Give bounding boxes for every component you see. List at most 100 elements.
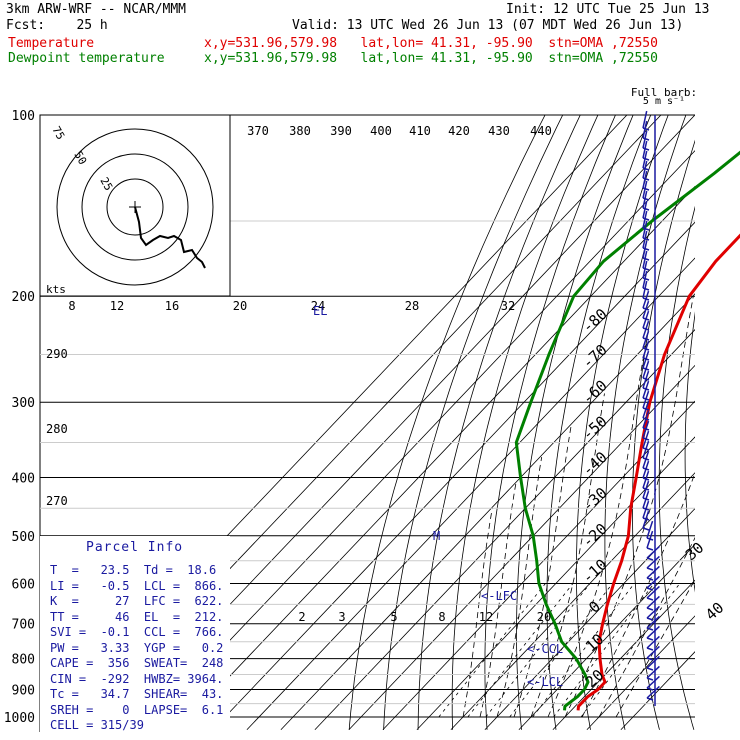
wind-barb	[642, 257, 650, 261]
isotherm-label: 30	[682, 539, 707, 564]
wind-barb	[642, 160, 648, 179]
isotherm	[314, 329, 695, 731]
wind-barb	[642, 400, 650, 419]
wind-barb	[642, 220, 648, 239]
wind-barb	[642, 197, 650, 201]
mixing-ratio-label: 8	[438, 610, 445, 624]
wind-speed-label: 28	[405, 299, 419, 313]
isotherm-label: -70	[579, 341, 611, 373]
mixing-ratio-line	[485, 583, 591, 718]
wind-barb	[642, 450, 650, 469]
pressure-label: 800	[12, 653, 35, 668]
pressure-label: 700	[12, 618, 35, 633]
wind-barb	[646, 605, 660, 619]
wind-barb	[642, 230, 648, 249]
mixing-ratio-label: 2	[298, 610, 305, 624]
wind-barb	[646, 667, 654, 671]
wind-barb	[642, 170, 648, 189]
isotherm	[246, 257, 695, 731]
pressure-label: 300	[12, 396, 35, 411]
wind-barb	[646, 637, 654, 641]
wind-barb	[642, 237, 650, 241]
wind-barb	[642, 500, 650, 519]
lcl-annotation: <-LCL	[527, 675, 563, 689]
wind-barb	[646, 685, 660, 699]
wind-barb	[642, 470, 650, 489]
dry-adiabat	[658, 205, 695, 730]
isotherm	[518, 543, 695, 731]
wind-barb	[646, 607, 654, 611]
wind-barb	[642, 200, 648, 219]
isotherm	[450, 472, 695, 731]
pressure-label: 600	[12, 577, 35, 592]
mixing-ratio-label: 12	[479, 610, 493, 624]
parcel-row: PW = 3.33 YGP = 0.2	[50, 640, 224, 655]
isotherm-label: -60	[579, 376, 611, 408]
wind-speed-label: 16	[165, 299, 179, 313]
wind-barb	[642, 320, 650, 339]
wind-barb	[642, 127, 650, 131]
dry-adiabat	[710, 88, 740, 730]
hodograph-ring-label: 25	[97, 175, 115, 193]
wind-barb	[646, 595, 660, 609]
moist-adiabat	[547, 354, 645, 718]
moist-adiabat	[513, 427, 572, 718]
forecast-hour: Fcst: 25 h	[6, 18, 108, 33]
wind-barb	[646, 677, 654, 681]
hodograph-trace	[134, 206, 206, 269]
wind-barb	[646, 545, 660, 559]
wind-barb	[646, 575, 660, 589]
isotherm	[280, 293, 695, 731]
wind-barb	[646, 655, 660, 669]
parcel-row: CIN = -292 HWBZ= 3964.	[50, 671, 224, 686]
wind-barb	[646, 697, 654, 701]
wind-barb	[642, 190, 648, 209]
parcel-row: SREH = 0 LAPSE= 6.1	[50, 702, 224, 717]
wind-speed-label: 20	[233, 299, 247, 313]
parcel-panel	[40, 536, 230, 736]
hodograph-ring-label: 75	[49, 124, 67, 142]
isotherm-label: -20	[579, 520, 611, 552]
dewpoint-legend: Dewpoint temperature	[8, 51, 165, 66]
theta-label: 420	[448, 124, 470, 138]
wind-barb	[646, 597, 654, 601]
isotherm-label: -80	[579, 305, 611, 337]
wind-barb	[642, 157, 650, 161]
wind-barb	[642, 140, 648, 159]
theta-label: 400	[370, 124, 392, 138]
wind-barb	[642, 217, 650, 221]
wind-barb	[642, 480, 650, 499]
wind-speed-label: 8	[68, 299, 75, 313]
isotherm	[382, 400, 695, 731]
parcel-row: T = 23.5 Td = 18.6	[50, 563, 217, 577]
hodograph-ring	[81, 153, 189, 261]
hodograph-ring-label: 50	[71, 149, 89, 167]
wind-barb	[642, 130, 648, 149]
mixing-ratio-line	[532, 583, 635, 718]
wind-barb	[642, 350, 650, 369]
barb-legend-title: Full barb:	[631, 86, 697, 99]
wind-barb	[642, 210, 648, 229]
wind-barb	[642, 380, 650, 399]
theta-side-label: 270	[46, 494, 68, 508]
wind-barb	[646, 587, 654, 591]
init-time: Init: 12 UTC Tue 25 Jun 13	[506, 2, 710, 17]
isotherm	[586, 615, 695, 731]
wind-barb	[642, 527, 650, 531]
theta-side-label: 290	[46, 347, 68, 361]
pressure-label: 100	[12, 109, 35, 124]
wind-barb	[646, 567, 654, 571]
el-annotation: EL	[313, 304, 327, 318]
pressure-label: 400	[12, 471, 35, 486]
mixing-ratio-line	[509, 583, 613, 718]
wind-barb	[642, 260, 648, 279]
wind-barb	[642, 187, 650, 191]
wind-barb	[646, 615, 660, 629]
wind-barb	[646, 635, 660, 649]
wind-barb	[642, 430, 650, 449]
mixing-ratio-label: 3	[338, 610, 345, 624]
moist-adiabat	[615, 578, 695, 718]
wind-barb	[642, 410, 650, 429]
parcel-row: Tc = 34.7 SHEAR= 43.	[50, 687, 224, 701]
